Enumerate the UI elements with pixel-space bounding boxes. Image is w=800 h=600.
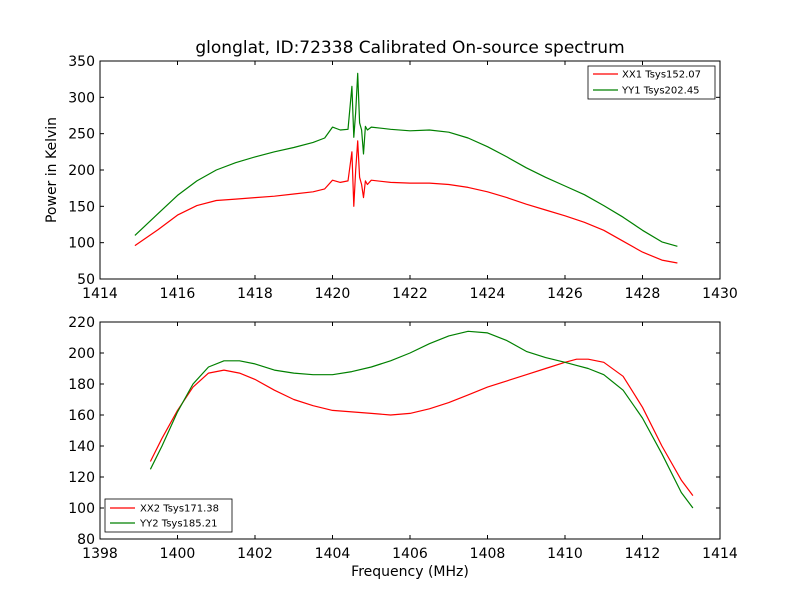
series-line-xx1 <box>134 140 678 264</box>
y-tick-label: 250 <box>68 127 95 143</box>
x-tick-label: 1422 <box>392 286 428 302</box>
x-tick-label: 1406 <box>392 546 428 562</box>
bottom-plot-frame <box>99 321 721 540</box>
x-tick-label: 1420 <box>315 286 351 302</box>
legend-label-yy1: YY1 Tsys202.45 <box>621 86 700 97</box>
y-tick-label: 100 <box>68 501 95 517</box>
y-tick-label: 120 <box>68 470 95 486</box>
y-tick-label: 300 <box>68 90 95 106</box>
bottom-legend: XX2 Tsys171.38 YY2 Tsys185.21 <box>104 498 233 533</box>
top-ticks: 1414 1416 1418 1420 1422 1424 1426 1428 1430 50 10… <box>68 54 738 302</box>
y-tick-label: 220 <box>68 315 95 331</box>
y-tick-label: 200 <box>68 346 95 362</box>
y-tick-label: 80 <box>77 532 95 548</box>
legend-label-xx2: XX2 Tsys171.38 <box>140 504 219 515</box>
y-tick-label: 180 <box>68 377 95 393</box>
y-tick-label: 150 <box>68 199 95 215</box>
series-line-yy1 <box>134 72 678 247</box>
x-tick-label: 1400 <box>160 546 196 562</box>
bottom-series-lines <box>149 330 694 509</box>
x-tick-label: 1418 <box>237 286 273 302</box>
x-tick-label: 1410 <box>547 546 583 562</box>
y-tick-label: 100 <box>68 236 95 252</box>
x-tick-label: 1402 <box>237 546 273 562</box>
x-axis-label: Frequency (MHz) <box>351 564 469 580</box>
top-series-lines <box>134 72 678 264</box>
x-tick-label: 1424 <box>470 286 506 302</box>
legend-label-xx1: XX1 Tsys152.07 <box>622 70 701 81</box>
series-line-yy2 <box>149 330 694 509</box>
x-tick-label: 1412 <box>625 546 661 562</box>
y-tick-label: 350 <box>68 54 95 70</box>
x-tick-label: 1414 <box>702 546 738 562</box>
top-spectrum-plot: glonglat, ID:72338 Calibrated On-source … <box>44 38 738 302</box>
bottom-legend-box <box>104 498 233 533</box>
x-tick-label: 1408 <box>470 546 506 562</box>
series-line-xx2 <box>149 358 694 496</box>
bottom-ticks: 1398 1400 1402 1404 1406 1408 1410 1412 1414 80 10… <box>68 315 738 562</box>
x-tick-label: 1398 <box>82 546 118 562</box>
y-tick-label: 140 <box>68 439 95 455</box>
y-tick-label: 200 <box>68 163 95 179</box>
x-tick-label: 1416 <box>160 286 196 302</box>
top-legend-box <box>587 65 716 100</box>
top-plot-frame <box>99 60 721 280</box>
x-tick-label: 1430 <box>702 286 738 302</box>
y-axis-label: Power in Kelvin <box>44 117 60 223</box>
y-tick-label: 50 <box>77 272 95 288</box>
x-tick-label: 1426 <box>547 286 583 302</box>
x-tick-label: 1428 <box>625 286 661 302</box>
legend-label-yy2: YY2 Tsys185.21 <box>139 519 218 530</box>
chart-title: glonglat, ID:72338 Calibrated On-source … <box>195 38 624 58</box>
y-tick-label: 160 <box>68 408 95 424</box>
x-tick-label: 1404 <box>315 546 351 562</box>
bottom-spectrum-plot: Frequency (MHz) 1398 1400 1402 1404 1406 1408… <box>68 315 738 580</box>
x-tick-label: 1414 <box>82 286 118 302</box>
top-legend: XX1 Tsys152.07 YY1 Tsys202.45 <box>587 65 716 100</box>
